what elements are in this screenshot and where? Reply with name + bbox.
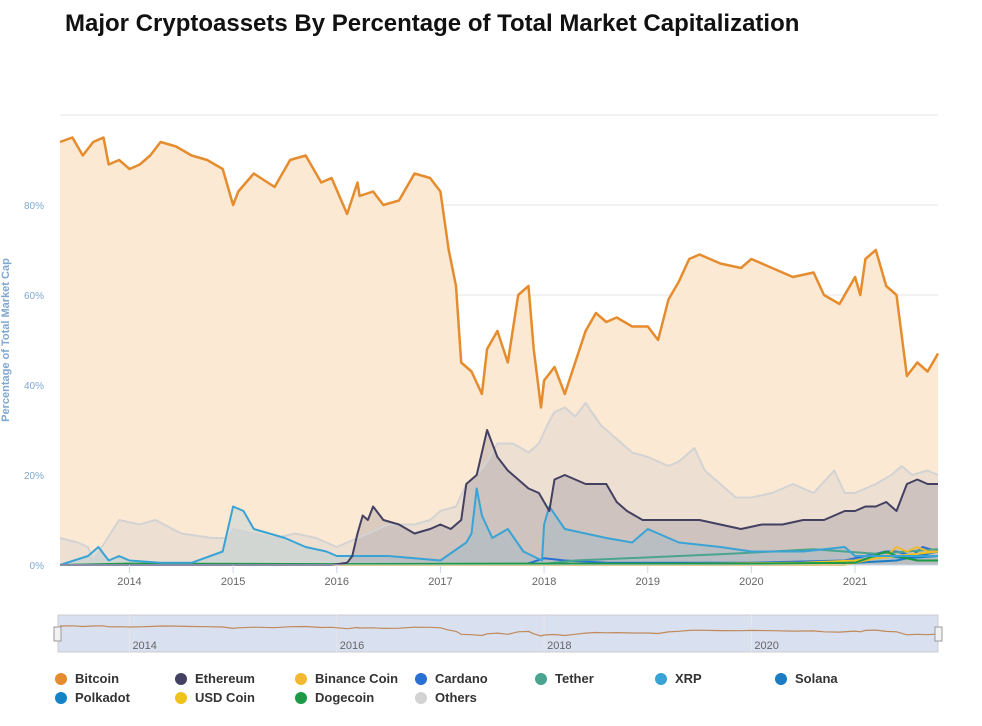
legend-item-binance-coin[interactable]: Binance Coin (295, 669, 415, 688)
legend: Bitcoin Ethereum Binance Coin Cardano Tether… (55, 669, 955, 707)
plot-area[interactable] (59, 136, 940, 566)
legend-item-bitcoin[interactable]: Bitcoin (55, 669, 175, 688)
legend-label: Polkadot (75, 690, 130, 705)
legend-marker (295, 672, 307, 685)
navigator-handle-left[interactable] (53, 626, 62, 642)
legend-item-ethereum[interactable]: Ethereum (175, 669, 295, 688)
x-tick-label: 2014 (117, 576, 141, 588)
legend-marker (175, 691, 187, 704)
legend-item-polkadot[interactable]: Polkadot (55, 688, 175, 707)
x-tick-label: 2021 (843, 576, 867, 588)
navigator-handle-right[interactable] (934, 626, 943, 642)
y-tick-label: 20% (24, 471, 44, 482)
series-line-xrp[interactable] (59, 487, 938, 566)
navigator-series-line (59, 625, 939, 637)
legend-label: Others (435, 690, 477, 705)
legend-label: Cardano (435, 671, 488, 686)
legend-label: Bitcoin (75, 671, 120, 686)
area-xrp (60, 488, 938, 565)
y-tick-label: 0% (30, 561, 45, 572)
series-line-others[interactable] (59, 402, 939, 562)
y-tick-label: 80% (24, 201, 44, 212)
legend-row: Polkadot USD Coin Dogecoin Others (55, 688, 955, 707)
area-bitcoin (60, 137, 938, 565)
navigator-tick-label: 2014 (132, 640, 156, 652)
legend-item-dogecoin[interactable]: Dogecoin (295, 688, 415, 707)
axes: Percentage of Total Market Cap 0% 20% 40% 6… (0, 201, 938, 588)
legend-marker (295, 691, 307, 704)
navigator-tick-label: 2018 (547, 640, 571, 652)
series-line-ethereum[interactable] (60, 429, 938, 566)
series-line-bitcoin[interactable] (59, 136, 940, 409)
legend-marker (55, 691, 67, 704)
legend-marker (415, 691, 427, 704)
y-axis-title: Percentage of Total Market Cap (0, 258, 12, 422)
x-tick-label: 2016 (325, 576, 349, 588)
chart-title: Major Cryptoassets By Percentage of Tota… (65, 10, 800, 37)
legend-item-tether[interactable]: Tether (535, 669, 655, 688)
legend-marker (415, 672, 427, 685)
legend-label: Solana (795, 671, 838, 686)
series-line-dogecoin[interactable] (59, 550, 938, 566)
x-tick-label: 2015 (221, 576, 245, 588)
legend-label: USD Coin (195, 690, 255, 705)
y-tick-label: 60% (24, 291, 44, 302)
legend-marker (55, 672, 67, 685)
y-tick-label: 40% (24, 381, 44, 392)
navigator-tick-label: 2020 (754, 640, 778, 652)
navigator[interactable]: 2014 2016 2018 2020 (53, 614, 943, 653)
legend-label: Binance Coin (315, 671, 399, 686)
legend-item-others[interactable]: Others (415, 688, 535, 707)
legend-item-xrp[interactable]: XRP (655, 669, 775, 688)
area-ethereum (60, 430, 938, 565)
legend-marker (775, 672, 787, 685)
legend-label: Dogecoin (315, 690, 375, 705)
legend-label: Tether (555, 671, 594, 686)
x-tick-label: 2017 (428, 576, 452, 588)
legend-row: Bitcoin Ethereum Binance Coin Cardano Tether… (55, 669, 955, 688)
legend-marker (655, 672, 667, 685)
navigator-tick-label: 2016 (340, 640, 364, 652)
legend-marker (175, 672, 187, 685)
legend-item-solana[interactable]: Solana (775, 669, 895, 688)
x-tick-label: 2020 (739, 576, 763, 588)
legend-item-usd-coin[interactable]: USD Coin (175, 688, 295, 707)
x-tick-label: 2019 (636, 576, 660, 588)
x-tick-label: 2018 (532, 576, 556, 588)
legend-label: XRP (675, 671, 702, 686)
legend-marker (535, 672, 547, 685)
legend-item-cardano[interactable]: Cardano (415, 669, 535, 688)
legend-label: Ethereum (195, 671, 255, 686)
